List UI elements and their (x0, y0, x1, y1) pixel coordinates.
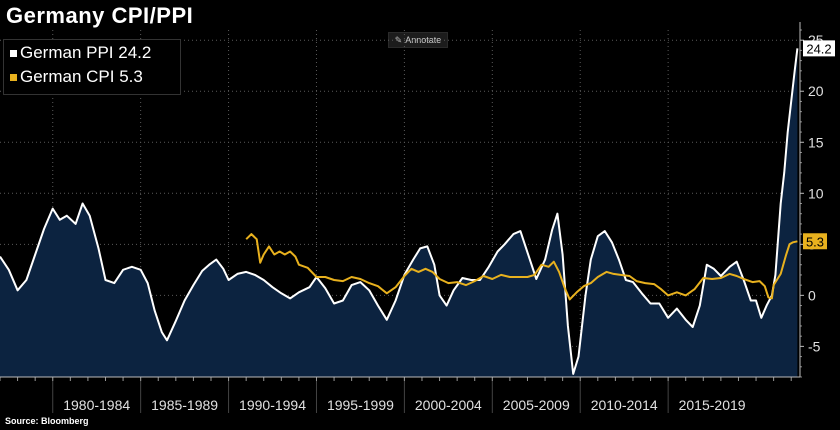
cpi-last-value-badge (803, 233, 827, 250)
x-tick-label: 1985-1989 (151, 397, 218, 413)
legend-label-ppi: German PPI 24.2 (20, 43, 152, 62)
last-value-labels: 24.2 5.3 (803, 40, 835, 250)
legend-swatch-ppi (10, 49, 17, 57)
legend-item-ppi[interactable]: German PPI 24.2 (10, 42, 180, 64)
annotate-button[interactable]: ✎ Annotate (388, 32, 448, 48)
legend-swatch-cpi (10, 73, 17, 81)
x-tick-label: 1990-1994 (239, 397, 306, 413)
legend-label-cpi: German CPI 5.3 (20, 67, 143, 86)
source-note: Source: Bloomberg (5, 416, 89, 426)
chart-title: Germany CPI/PPI (6, 3, 194, 28)
ppi-line (0, 48, 799, 375)
ppi-area-fill (0, 48, 798, 378)
y-tick-label: 0 (808, 287, 816, 303)
legend-item-cpi[interactable]: German CPI 5.3 (10, 66, 180, 88)
ppi-last-value-badge (803, 40, 835, 57)
y-tick-label: 15 (808, 134, 824, 150)
ppi-last-value: 24.2 (806, 41, 831, 56)
x-tick-label: 1995-1999 (327, 397, 394, 413)
x-tick-label: 2000-2004 (415, 397, 482, 413)
annotate-label: Annotate (405, 35, 442, 45)
legend: German PPI 24.2 German CPI 5.3 (3, 39, 181, 95)
y-tick-label: -5 (808, 338, 821, 354)
x-tick-label: 2005-2009 (503, 397, 570, 413)
cpi-line (245, 233, 798, 301)
ppi-area (0, 48, 798, 378)
y-tick-label: 20 (808, 83, 824, 99)
x-tick-label: 1980-1984 (63, 397, 130, 413)
y-tick-label: 10 (808, 185, 824, 201)
x-tick-label: 2010-2014 (591, 397, 658, 413)
series-lines (0, 48, 799, 375)
x-tick-label: 2015-2019 (679, 397, 746, 413)
axes: -505101520251980-19841985-19891990-19941… (0, 22, 824, 413)
cpi-last-value: 5.3 (806, 234, 824, 249)
pencil-icon: ✎ (394, 34, 403, 45)
